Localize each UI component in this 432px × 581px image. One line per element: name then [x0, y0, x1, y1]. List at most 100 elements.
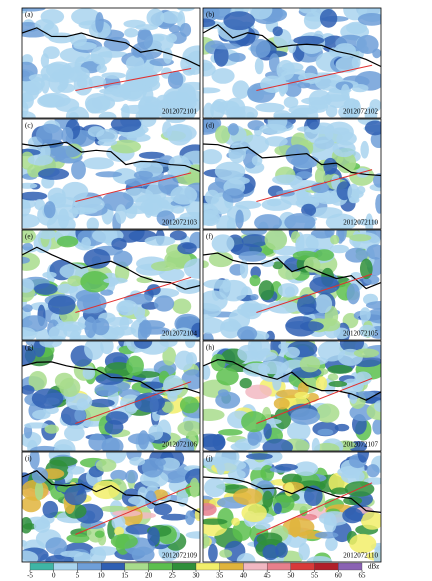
echo	[217, 507, 234, 529]
echo	[92, 480, 121, 500]
echo	[110, 119, 142, 133]
echo	[30, 445, 60, 451]
panel-time: 2012072101	[162, 108, 198, 116]
panel-label: (j)	[206, 455, 213, 463]
echo	[289, 516, 301, 538]
panel-time: 2012072109	[162, 552, 198, 560]
echo-area	[22, 230, 200, 340]
echo	[22, 517, 33, 534]
echo	[70, 33, 87, 47]
echo	[24, 80, 43, 96]
echo	[22, 385, 35, 395]
echo	[306, 556, 333, 562]
echo	[22, 345, 36, 366]
radar-panel: (d) 2012072110	[202, 118, 382, 230]
echo	[241, 234, 269, 248]
echo	[227, 469, 246, 480]
colorbar-box	[195, 562, 220, 571]
colorbar-label: 35	[216, 572, 224, 580]
echo	[241, 411, 267, 433]
echo	[71, 8, 101, 26]
radar-panel: (b) 2012072102	[202, 7, 382, 119]
echo	[121, 103, 130, 118]
echo	[52, 204, 79, 221]
echo	[203, 408, 225, 422]
echo	[203, 87, 221, 94]
echo	[94, 530, 105, 538]
colorbar-box	[338, 562, 363, 571]
echo	[150, 261, 177, 272]
echo	[237, 326, 258, 340]
echo	[126, 355, 144, 376]
echo	[264, 136, 288, 147]
echo	[203, 518, 228, 525]
echo	[22, 278, 35, 293]
echo	[226, 106, 246, 118]
echo	[203, 364, 211, 380]
echo	[34, 480, 44, 501]
echo	[256, 532, 283, 547]
echo	[306, 119, 320, 130]
echo	[301, 97, 333, 105]
echo	[251, 155, 263, 166]
echo	[284, 286, 296, 297]
echo	[90, 46, 113, 65]
panel-label: (h)	[206, 344, 215, 352]
panel-label: (a)	[25, 11, 33, 19]
echo	[84, 341, 104, 360]
echo	[213, 44, 229, 67]
panel-time: 2012072104	[162, 330, 198, 338]
echo-area	[203, 119, 381, 229]
echo	[22, 199, 31, 217]
echo	[67, 466, 85, 475]
echo	[311, 207, 343, 219]
echo	[179, 396, 200, 414]
echo	[22, 92, 34, 109]
panel-time: 2012072106	[162, 441, 198, 449]
echo	[245, 384, 272, 400]
radar-panel: (i) 2012072109	[21, 451, 201, 563]
province-border	[203, 252, 381, 290]
panel-time: 2012072103	[162, 219, 198, 227]
echo	[189, 477, 200, 498]
echo	[82, 366, 96, 380]
province-border	[203, 359, 381, 401]
echo	[60, 550, 84, 558]
echo	[222, 188, 245, 203]
echo	[370, 131, 381, 149]
echo	[239, 378, 252, 389]
echo	[341, 84, 350, 100]
echo	[22, 496, 42, 513]
colorbar-label: 40	[240, 572, 248, 580]
echo	[283, 96, 299, 109]
echo	[286, 421, 311, 441]
panel-frame	[202, 118, 382, 230]
echo	[22, 256, 30, 264]
echo-area	[203, 8, 381, 118]
colorbar-box	[53, 562, 78, 571]
echo	[134, 392, 165, 413]
echo	[80, 271, 110, 293]
echo	[329, 244, 349, 254]
echo	[314, 167, 326, 185]
echo	[42, 500, 59, 519]
echo	[168, 216, 200, 229]
echo	[319, 9, 338, 28]
echo	[110, 469, 128, 482]
echo	[31, 467, 49, 484]
echo	[365, 301, 381, 310]
province-border	[22, 27, 200, 67]
panel-label: (f)	[206, 233, 214, 241]
echo	[236, 552, 256, 562]
echo	[61, 126, 74, 144]
echo	[299, 355, 321, 373]
colorbar-label: 45	[264, 572, 272, 580]
echo	[249, 275, 261, 287]
echo	[203, 149, 223, 165]
echo	[47, 335, 66, 340]
echo	[146, 284, 161, 296]
echo	[113, 250, 133, 268]
echo	[347, 183, 360, 203]
